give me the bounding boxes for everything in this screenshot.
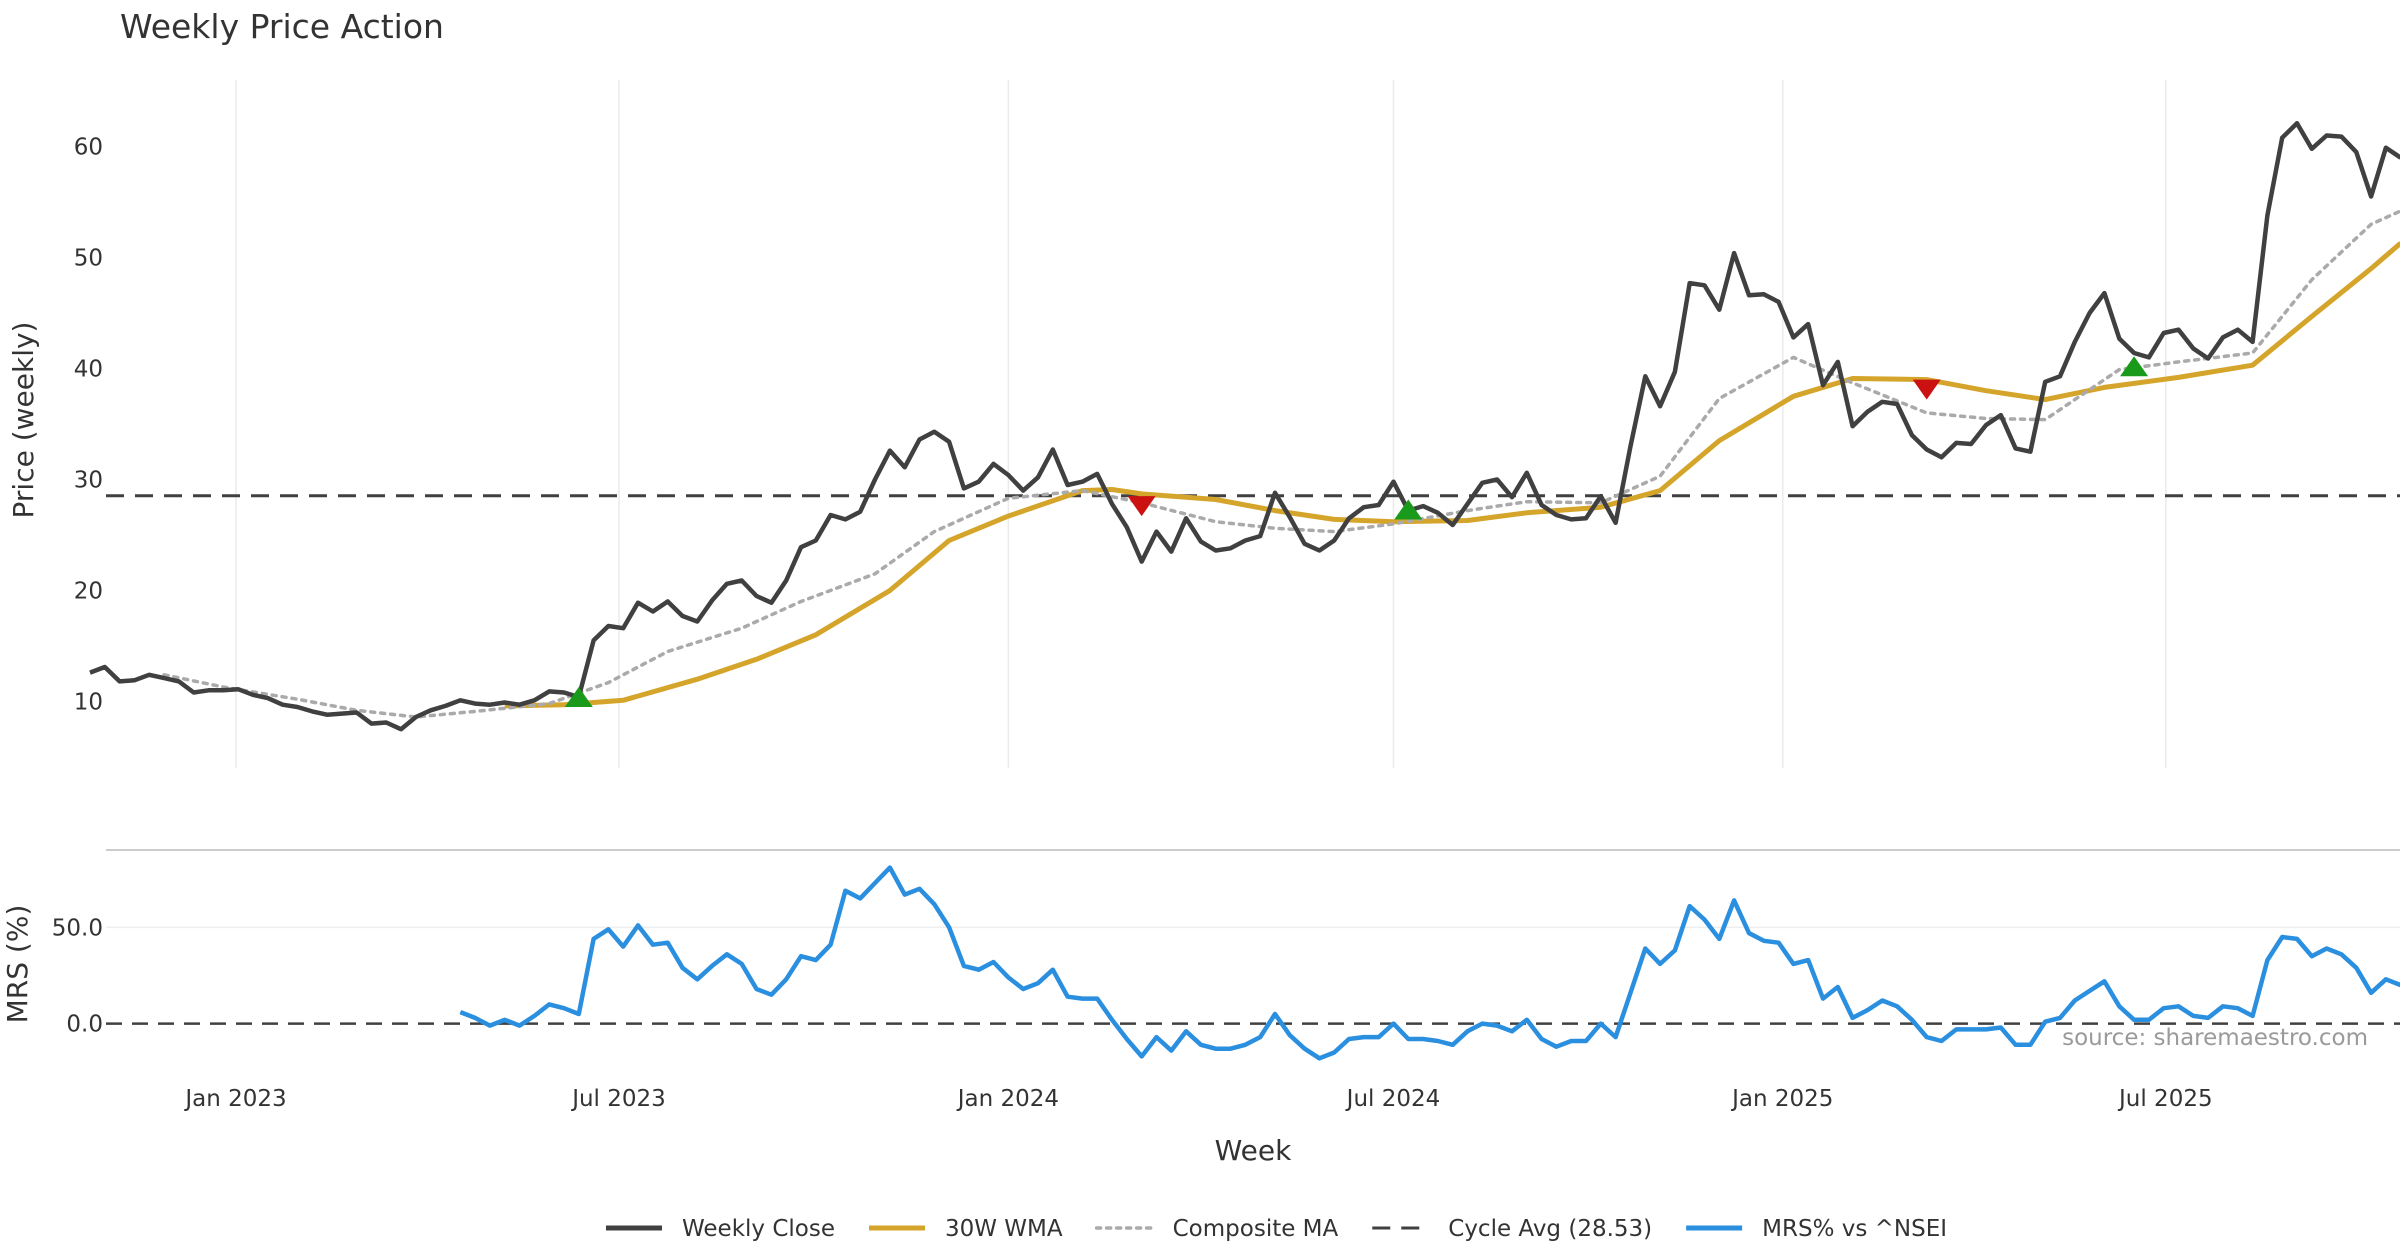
series-composite-ma — [162, 209, 2400, 719]
legend-label-1: 30W WMA — [945, 1216, 1063, 1242]
legend-label-4: MRS% vs ^NSEI — [1762, 1216, 1947, 1242]
legend: Weekly Close 30W WMA Composite MA Cycle Avg… — [606, 1216, 1947, 1242]
sell-signal-marker-1 — [1127, 496, 1156, 517]
legend-label-0: Weekly Close — [682, 1216, 835, 1242]
legend-label-3: Cycle Avg (28.53) — [1448, 1216, 1652, 1242]
mrs-y-tick-0: 0.0 — [66, 1012, 103, 1038]
legend-item-2: Composite MA — [1094, 1216, 1339, 1242]
price-y-tick-1: 20 — [74, 578, 103, 604]
mrs-y-axis-label: MRS (%) — [1, 905, 34, 1024]
series-weekly-close — [89, 121, 2400, 732]
price-y-axis-label: Price (weekly) — [7, 322, 40, 519]
signal-markers — [564, 356, 2149, 707]
price-grid — [235, 80, 2167, 768]
price-y-axis: 10 20 30 40 50 60 — [74, 135, 103, 716]
legend-item-1: 30W WMA — [868, 1216, 1063, 1242]
mrs-series-group — [459, 865, 2400, 1061]
buy-signal-marker-4 — [2120, 356, 2149, 377]
mrs-y-axis: 0.0 50.0 — [52, 915, 103, 1037]
x-axis-label: Week — [1215, 1134, 1292, 1167]
legend-item-3: Cycle Avg (28.53) — [1372, 1216, 1652, 1242]
buy-signal-marker-2 — [1394, 499, 1423, 520]
x-axis-ticks: Jan 2023 Jul 2023 Jan 2024 Jul 2024 Jan 2025… — [183, 1086, 2212, 1112]
x-tick-1: Jul 2023 — [570, 1086, 666, 1112]
x-tick-4: Jan 2025 — [1730, 1086, 1833, 1112]
price-y-tick-3: 40 — [74, 357, 103, 383]
price-y-tick-5: 60 — [74, 135, 103, 161]
mrs-y-tick-1: 50.0 — [52, 915, 103, 941]
legend-item-4: MRS% vs ^NSEI — [1686, 1216, 1947, 1242]
price-y-tick-0: 10 — [74, 689, 103, 715]
series-mrs — [459, 865, 2400, 1061]
mrs-panel: 0.0 50.0 MRS (%) — [1, 865, 2400, 1061]
price-series-group — [89, 121, 2400, 732]
sell-signal-marker-3 — [1912, 379, 1941, 400]
x-tick-2: Jan 2024 — [956, 1086, 1059, 1112]
legend-label-2: Composite MA — [1173, 1216, 1339, 1242]
buy-signal-marker-0 — [564, 686, 593, 707]
chart-title: Weekly Price Action — [120, 7, 444, 46]
price-y-tick-2: 30 — [74, 467, 103, 493]
legend-item-0: Weekly Close — [606, 1216, 835, 1242]
price-panel: 10 20 30 40 50 60 Price (weekly) — [7, 80, 2400, 768]
x-tick-3: Jul 2024 — [1345, 1086, 1441, 1112]
price-y-tick-4: 50 — [74, 246, 103, 272]
x-tick-0: Jan 2023 — [183, 1086, 286, 1112]
x-tick-5: Jul 2025 — [2117, 1086, 2213, 1112]
series-30w-wma — [504, 241, 2400, 709]
source-note: source: sharemaestro.com — [2062, 1025, 2368, 1051]
